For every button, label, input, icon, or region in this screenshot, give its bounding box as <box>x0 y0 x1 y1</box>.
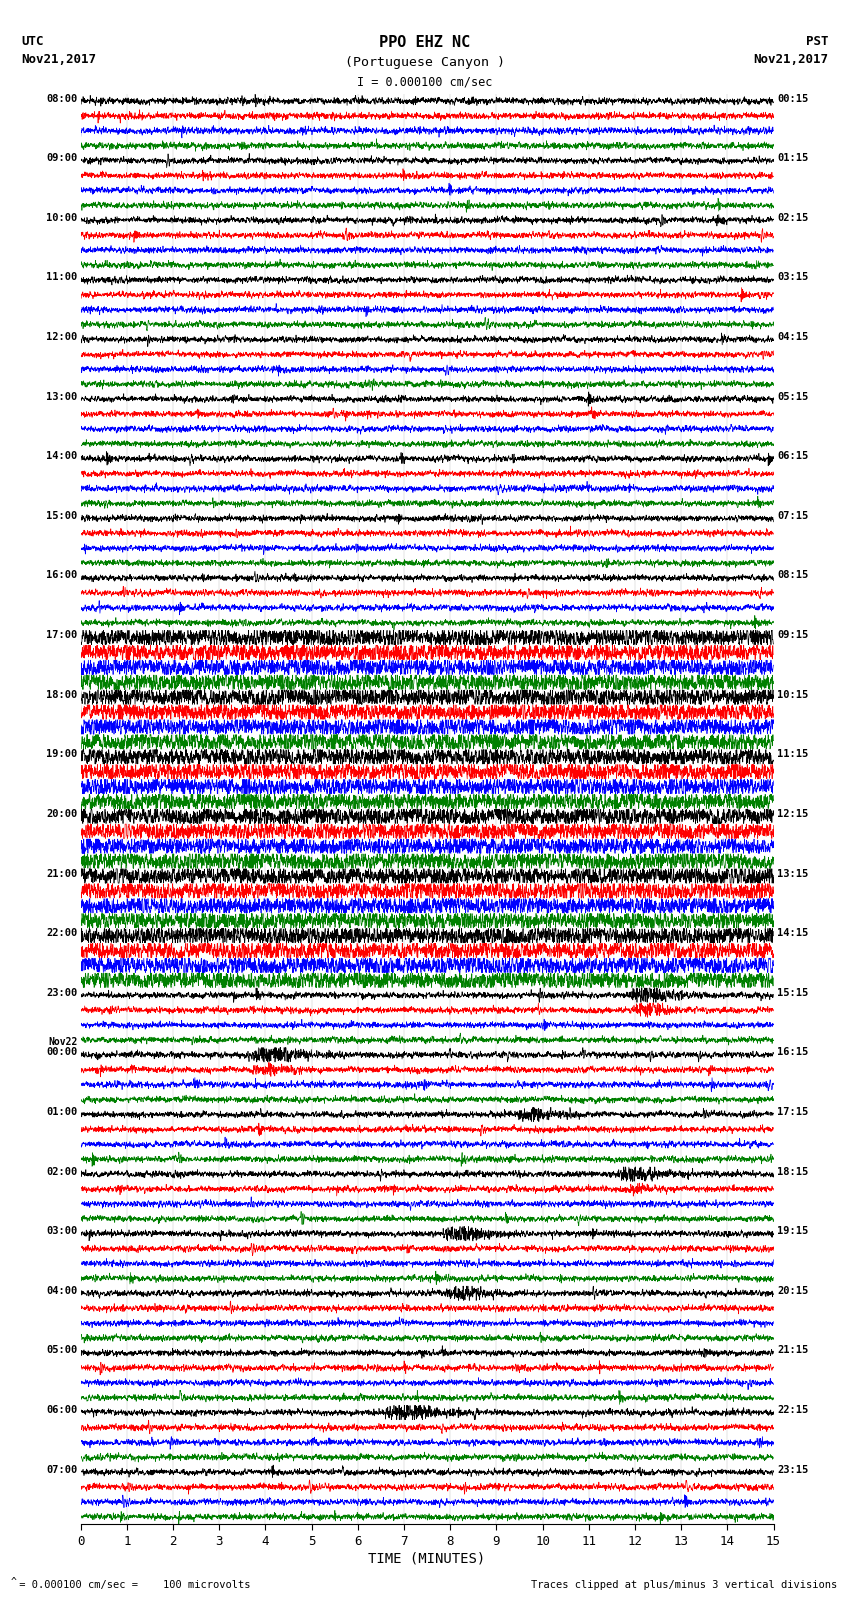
Text: 13:15: 13:15 <box>777 868 808 879</box>
Text: PPO EHZ NC: PPO EHZ NC <box>379 35 471 50</box>
Text: 21:15: 21:15 <box>777 1345 808 1355</box>
Text: 14:00: 14:00 <box>46 452 77 461</box>
Text: 09:15: 09:15 <box>777 631 808 640</box>
Text: 11:15: 11:15 <box>777 750 808 760</box>
Text: 22:15: 22:15 <box>777 1405 808 1415</box>
Text: 10:00: 10:00 <box>46 213 77 223</box>
Text: 18:00: 18:00 <box>46 690 77 700</box>
Text: 15:15: 15:15 <box>777 987 808 998</box>
Text: Nov21,2017: Nov21,2017 <box>754 53 829 66</box>
Text: 14:15: 14:15 <box>777 927 808 939</box>
Text: 15:00: 15:00 <box>46 511 77 521</box>
X-axis label: TIME (MINUTES): TIME (MINUTES) <box>369 1552 485 1566</box>
Text: 10:15: 10:15 <box>777 690 808 700</box>
Text: 06:15: 06:15 <box>777 452 808 461</box>
Text: Nov22: Nov22 <box>48 1037 77 1047</box>
Text: 21:00: 21:00 <box>46 868 77 879</box>
Text: 23:15: 23:15 <box>777 1465 808 1474</box>
Text: 23:00: 23:00 <box>46 987 77 998</box>
Text: Nov21,2017: Nov21,2017 <box>21 53 96 66</box>
Text: 18:15: 18:15 <box>777 1166 808 1176</box>
Text: 00:15: 00:15 <box>777 94 808 103</box>
Text: 16:00: 16:00 <box>46 571 77 581</box>
Text: 06:00: 06:00 <box>46 1405 77 1415</box>
Text: 19:00: 19:00 <box>46 750 77 760</box>
Text: 08:15: 08:15 <box>777 571 808 581</box>
Text: 22:00: 22:00 <box>46 927 77 939</box>
Text: 12:00: 12:00 <box>46 332 77 342</box>
Text: 17:00: 17:00 <box>46 631 77 640</box>
Text: 01:00: 01:00 <box>46 1107 77 1116</box>
Text: 19:15: 19:15 <box>777 1226 808 1236</box>
Text: I = 0.000100 cm/sec: I = 0.000100 cm/sec <box>357 76 493 89</box>
Text: PST: PST <box>807 35 829 48</box>
Text: 09:00: 09:00 <box>46 153 77 163</box>
Text: 08:00: 08:00 <box>46 94 77 103</box>
Text: 03:15: 03:15 <box>777 273 808 282</box>
Text: 07:00: 07:00 <box>46 1465 77 1474</box>
Text: 00:00: 00:00 <box>46 1047 77 1058</box>
Text: 12:15: 12:15 <box>777 810 808 819</box>
Text: 20:15: 20:15 <box>777 1286 808 1295</box>
Text: 01:15: 01:15 <box>777 153 808 163</box>
Text: 05:15: 05:15 <box>777 392 808 402</box>
Text: Traces clipped at plus/minus 3 vertical divisions: Traces clipped at plus/minus 3 vertical … <box>531 1581 837 1590</box>
Text: (Portuguese Canyon ): (Portuguese Canyon ) <box>345 56 505 69</box>
Text: UTC: UTC <box>21 35 43 48</box>
Text: 02:15: 02:15 <box>777 213 808 223</box>
Text: 17:15: 17:15 <box>777 1107 808 1116</box>
Text: 13:00: 13:00 <box>46 392 77 402</box>
Text: 04:15: 04:15 <box>777 332 808 342</box>
Text: 05:00: 05:00 <box>46 1345 77 1355</box>
Text: 04:00: 04:00 <box>46 1286 77 1295</box>
Text: = 0.000100 cm/sec =    100 microvolts: = 0.000100 cm/sec = 100 microvolts <box>13 1581 250 1590</box>
Text: 16:15: 16:15 <box>777 1047 808 1058</box>
Text: 02:00: 02:00 <box>46 1166 77 1176</box>
Text: 07:15: 07:15 <box>777 511 808 521</box>
Text: 20:00: 20:00 <box>46 810 77 819</box>
Text: 03:00: 03:00 <box>46 1226 77 1236</box>
Text: 11:00: 11:00 <box>46 273 77 282</box>
Text: ^: ^ <box>10 1578 16 1587</box>
